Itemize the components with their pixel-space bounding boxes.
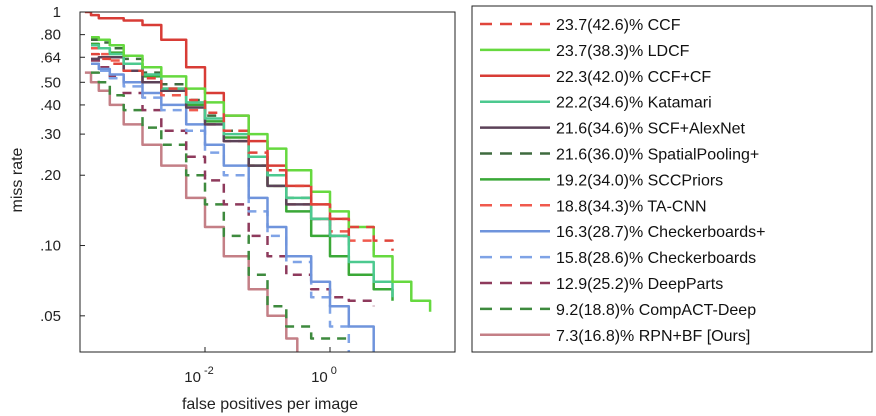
series-line-1 (91, 35, 432, 312)
legend-label-11: 9.2(18.8)% CompACT-Deep (556, 302, 756, 319)
y-tick-label-8: .05 (40, 308, 61, 325)
series-line-12 (84, 71, 299, 352)
legend-label-0: 23.7(42.6)% CCF (556, 17, 681, 34)
y-axis-label: miss rate (9, 147, 26, 212)
y-axis-ticks: 1 .80 .64 .50 .40 .30 .20 .10 .05 (40, 4, 85, 325)
legend-label-6: 19.2(34.0)% SCCPriors (556, 172, 723, 189)
y-tick-label-4: .40 (40, 97, 61, 114)
legend-label-3: 22.2(34.6)% Katamari (556, 95, 712, 112)
y-tick-label-1: .80 (40, 27, 61, 44)
y-tick-label-3: .50 (40, 74, 61, 91)
x-axis-label: false positives per image (182, 396, 358, 413)
y-tick-label-0: 1 (53, 4, 61, 21)
plot-frame (79, 11, 456, 353)
legend-label-1: 23.7(38.3)% LDCF (556, 43, 690, 60)
legend: 23.7(42.6)% CCF 23.7(38.3)% LDCF 22.3(42.0… (471, 5, 873, 353)
legend-label-8: 16.3(28.7)% Checkerboards+ (556, 224, 765, 241)
legend-label-10: 12.9(25.2)% DeepParts (556, 276, 723, 293)
series-line-0 (91, 52, 394, 251)
series-line-10 (91, 59, 375, 307)
x-axis-ticks: 10 -2 10 0 (184, 347, 337, 386)
legend-label-12: 7.3(16.8)% RPN+BF [Ours] (556, 328, 750, 345)
series-line-7 (91, 46, 375, 251)
series-line-3 (91, 44, 394, 298)
legend-label-7: 18.8(34.3)% TA-CNN (556, 198, 707, 215)
y-tick-label-7: .10 (40, 238, 61, 255)
series-line-8 (91, 62, 375, 352)
legend-label-2: 22.3(42.0)% CCF+CF (556, 69, 711, 86)
plot-series (84, 12, 432, 352)
legend-label-4: 21.6(34.6)% SCF+AlexNet (556, 121, 746, 138)
x-tick-label-0: 10 -2 (184, 365, 214, 386)
y-tick-label-6: .20 (40, 167, 61, 184)
x-tick-label-1: 10 0 (311, 365, 337, 386)
legend-label-5: 21.6(36.0)% SpatialPooling+ (556, 147, 759, 164)
legend-label-9: 15.8(28.6)% Checkerboards (556, 250, 756, 267)
y-tick-label-5: .30 (40, 126, 61, 143)
y-tick-label-2: .64 (40, 49, 61, 66)
